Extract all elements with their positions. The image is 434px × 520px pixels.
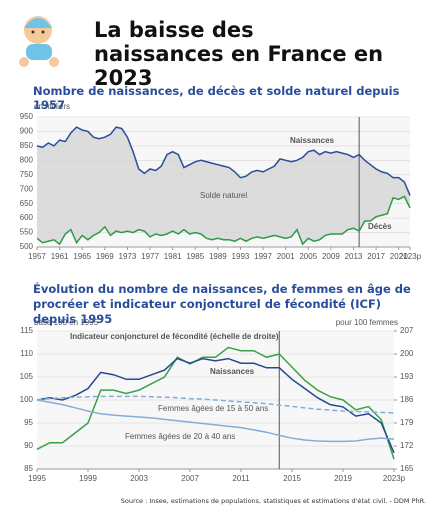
area-label: Solde naturel — [200, 191, 247, 200]
series-line — [36, 399, 395, 443]
y-tick-label: 600 — [20, 213, 34, 222]
x-tick-label: 2009 — [322, 252, 340, 261]
y-axis-label: base 100 en 1995 — [34, 318, 99, 327]
y-tick-label: 90 — [24, 441, 33, 450]
y-tick-label: 800 — [20, 155, 34, 164]
x-tick-label: 2023p — [383, 474, 406, 483]
y2-tick-label: 200 — [400, 349, 414, 358]
x-tick-label: 1997 — [254, 252, 272, 261]
y2-tick-label: 193 — [400, 372, 414, 381]
chart-title: Nombre de naissances, de décès et solde … — [33, 84, 400, 112]
x-tick-label: 2023p — [399, 252, 422, 261]
x-tick-label: 2005 — [299, 252, 317, 261]
x-tick-label: 2015 — [283, 474, 301, 483]
series-line — [36, 395, 395, 414]
source: Source : Insee, estimations de populatio… — [120, 497, 426, 505]
y-tick-label: 750 — [20, 170, 34, 179]
x-tick-label: 1961 — [51, 252, 69, 261]
x-tick-label: 1965 — [73, 252, 91, 261]
x-tick-label: 1989 — [209, 252, 227, 261]
y-tick-label: 550 — [20, 228, 34, 237]
series-label: Femmes âgées de 15 à 50 ans — [158, 404, 268, 413]
x-tick-label: 2003 — [130, 474, 148, 483]
x-tick-label: 1993 — [232, 252, 250, 261]
x-tick-label: 2017 — [367, 252, 385, 261]
series-label: Décès — [368, 222, 392, 231]
series-label: Naissances — [210, 367, 255, 376]
x-tick-label: 1977 — [141, 252, 159, 261]
x-tick-label: 2021 — [390, 252, 408, 261]
solde-area — [37, 127, 410, 245]
y2-axis-label: pour 100 femmes — [336, 318, 398, 327]
y-tick-label: 650 — [20, 199, 34, 208]
series-label: Indicateur conjoncturel de fécondité (éc… — [70, 332, 279, 341]
y2-tick-label: 207 — [400, 326, 414, 335]
y2-tick-label: 186 — [400, 395, 414, 404]
y-axis-label: en milliers — [34, 102, 70, 111]
x-tick-label: 2019 — [334, 474, 352, 483]
chart-title: Évolution du nombre de naissances, de fe… — [33, 282, 411, 326]
x-tick-label: 1995 — [28, 474, 46, 483]
series-line — [36, 195, 411, 246]
x-tick-label: 2013 — [345, 252, 363, 261]
x-tick-label: 1957 — [28, 252, 46, 261]
y-tick-label: 95 — [24, 418, 33, 427]
y-tick-label: 950 — [20, 112, 34, 121]
y-tick-label: 85 — [24, 464, 33, 473]
x-tick-label: 1973 — [119, 252, 137, 261]
y-tick-label: 110 — [20, 349, 33, 358]
y2-tick-label: 179 — [400, 418, 414, 427]
x-tick-label: 1981 — [164, 252, 182, 261]
x-tick-label: 1969 — [96, 252, 114, 261]
x-tick-label: 2001 — [277, 252, 295, 261]
y-tick-label: 900 — [20, 127, 34, 136]
y-tick-label: 100 — [20, 395, 34, 404]
baby-icon — [19, 16, 59, 67]
y-tick-label: 700 — [20, 184, 34, 193]
y-tick-label: 105 — [20, 372, 34, 381]
y-tick-label: 115 — [20, 326, 33, 335]
series-line — [36, 126, 411, 196]
series-label: Naissances — [290, 136, 335, 145]
x-tick-label: 2007 — [181, 474, 199, 483]
y-tick-label: 500 — [20, 242, 34, 251]
x-tick-label: 1985 — [186, 252, 204, 261]
y-tick-label: 850 — [20, 141, 34, 150]
series-line — [36, 346, 395, 460]
y2-tick-label: 165 — [400, 464, 414, 473]
x-tick-label: 2011 — [232, 474, 250, 483]
series-line — [36, 357, 395, 454]
x-tick-label: 1999 — [79, 474, 97, 483]
y2-tick-label: 172 — [400, 441, 414, 450]
series-label: Femmes âgées de 20 à 40 ans — [125, 432, 235, 441]
page-title: La baisse des naissances en France en 20… — [94, 18, 384, 90]
